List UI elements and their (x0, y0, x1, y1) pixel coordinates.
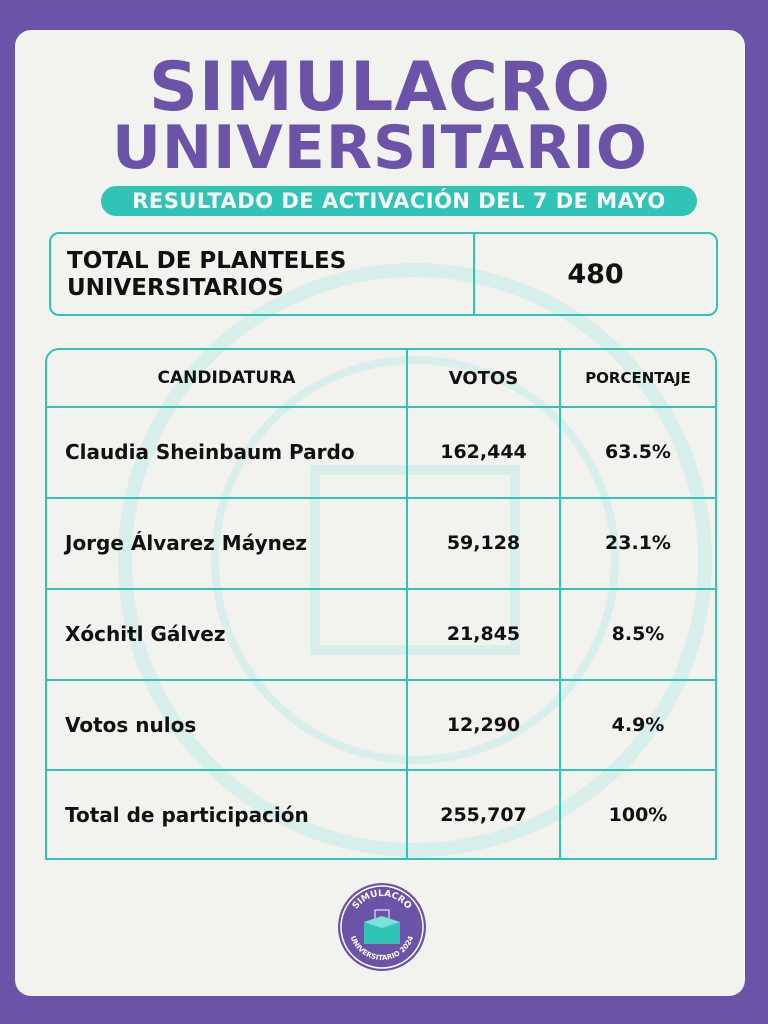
column-header-votos: VOTOS (406, 350, 561, 408)
subtitle-banner: RESULTADO DE ACTIVACIÓN DEL 7 DE MAYO (101, 186, 697, 216)
table-row-total: Total de participación 255,707 100% (47, 769, 715, 858)
total-planteles-box: TOTAL DE PLANTELES UNIVERSITARIOS 480 (49, 232, 718, 316)
cell-candidatura: Votos nulos (47, 678, 408, 772)
cell-porcentaje: 63.5% (559, 406, 715, 499)
total-planteles-label: TOTAL DE PLANTELES UNIVERSITARIOS (51, 234, 475, 314)
cell-candidatura: Jorge Álvarez Máynez (47, 496, 408, 590)
cell-porcentaje: 8.5% (559, 587, 715, 681)
column-header-porcentaje: PORCENTAJE (559, 350, 715, 408)
table-row: Jorge Álvarez Máynez 59,128 23.1% (47, 496, 715, 590)
simulacro-logo: SIMULACRO UNIVERSITARIO 2024 (338, 883, 426, 971)
cell-votos: 21,845 (406, 587, 561, 681)
cell-votos: 162,444 (406, 406, 561, 499)
cell-votos: 59,128 (406, 496, 561, 590)
column-header-candidatura: CANDIDATURA (47, 350, 408, 408)
cell-porcentaje: 100% (559, 769, 715, 858)
title-line-2: UNIVERSITARIO (112, 113, 648, 183)
cell-votos: 255,707 (406, 769, 561, 858)
cell-votos: 12,290 (406, 678, 561, 772)
cell-candidatura: Xóchitl Gálvez (47, 587, 408, 681)
cell-candidatura: Total de participación (47, 769, 408, 858)
table-row: Xóchitl Gálvez 21,845 8.5% (47, 587, 715, 681)
table-header-row: CANDIDATURA VOTOS PORCENTAJE (47, 350, 715, 408)
total-planteles-value: 480 (567, 258, 624, 290)
results-card: SIMULACRO UNIVERSITARIO RESULTADO DE ACT… (15, 30, 745, 996)
table-row: Votos nulos 12,290 4.9% (47, 678, 715, 772)
results-table: CANDIDATURA VOTOS PORCENTAJE Claudia She… (45, 348, 717, 860)
title-line-1: SIMULACRO (148, 48, 612, 127)
cell-porcentaje: 4.9% (559, 678, 715, 772)
cell-candidatura: Claudia Sheinbaum Pardo (47, 406, 408, 499)
cell-porcentaje: 23.1% (559, 496, 715, 590)
table-row: Claudia Sheinbaum Pardo 162,444 63.5% (47, 406, 715, 499)
